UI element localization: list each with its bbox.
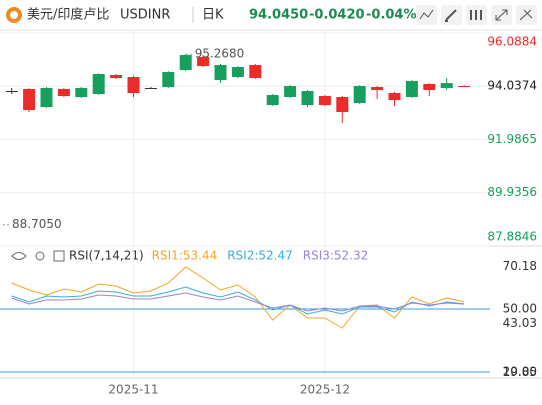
compare-button[interactable] (516, 5, 537, 25)
candle-body (249, 65, 262, 79)
last-price: 94.0450 (249, 8, 308, 23)
indicator-menu[interactable] (53, 250, 65, 262)
symbol-icon-inner (10, 11, 18, 19)
indicator-icon (419, 9, 434, 20)
rsi-icons (11, 250, 65, 262)
indicator-title: RSI(7,14,21) (69, 249, 144, 263)
compare-icon (519, 9, 533, 21)
settings-icon (470, 10, 482, 20)
candle-body (423, 84, 436, 91)
candle-body (336, 97, 349, 113)
candle-body (231, 67, 244, 78)
price-change: -0.0420 (309, 8, 365, 23)
rsi-line (11, 266, 465, 329)
draw-icon (445, 9, 457, 22)
candle-body (353, 86, 366, 104)
y-tick-label: 94.0374 (487, 79, 537, 93)
y-tick-label: 91.9865 (487, 132, 537, 146)
expand-icon (495, 9, 508, 21)
annotation: 88.7050 (12, 217, 62, 231)
candle-body (440, 83, 453, 89)
candle-body (23, 89, 36, 111)
legend-entry: RSI1:53.44 (152, 249, 218, 263)
symbol-code: USDINR (120, 8, 170, 23)
x-tick-label: 2025-12 (300, 383, 350, 397)
candle-body (284, 86, 297, 98)
y-tick-label: 70.18 (503, 259, 537, 273)
candle-body (57, 89, 70, 97)
y-tick-label: 96.0884 (487, 35, 537, 49)
rsi-line (11, 286, 465, 315)
y-tick-label: 20.00 (503, 364, 537, 378)
candle-body (179, 55, 192, 71)
candle-body (388, 93, 401, 101)
indicator-settings[interactable] (35, 251, 45, 261)
candle-body (110, 75, 123, 79)
x-tick-label: 2025-11 (108, 383, 158, 397)
candle-body (127, 77, 140, 94)
candle-body (301, 91, 314, 106)
toolbar (416, 5, 537, 25)
symbol-title: 美元/印度卢比 (27, 7, 109, 23)
legend-entry: RSI3:52.32 (303, 249, 369, 263)
y-tick-label: 89.9356 (487, 185, 537, 199)
annotation: 95.2680 (195, 47, 245, 61)
candle-body (458, 85, 471, 87)
candle-body (92, 74, 105, 95)
candle-body (197, 57, 210, 67)
price-change-pct: -0.04% (366, 8, 417, 23)
y-tick-label: 19.85 (503, 365, 537, 379)
candle-body (40, 88, 53, 108)
candle-body (162, 72, 175, 88)
y-tick-label: 50.00 (503, 301, 537, 315)
y-tick-label: 43.03 (503, 316, 537, 330)
legend-entry: RSI2:52.47 (227, 249, 293, 263)
candle-body (371, 87, 384, 91)
candle-body (318, 96, 331, 106)
candle-body (75, 88, 88, 98)
candle-body (144, 88, 157, 90)
candle-body (214, 65, 227, 81)
y-tick-label: 87.8846 (487, 230, 537, 244)
period[interactable]: 日K (202, 8, 224, 23)
visibility-toggle[interactable] (11, 252, 27, 260)
candle-body (405, 81, 418, 98)
candle-body (5, 91, 18, 93)
candle-body (266, 95, 279, 106)
rsi-line (11, 292, 465, 312)
